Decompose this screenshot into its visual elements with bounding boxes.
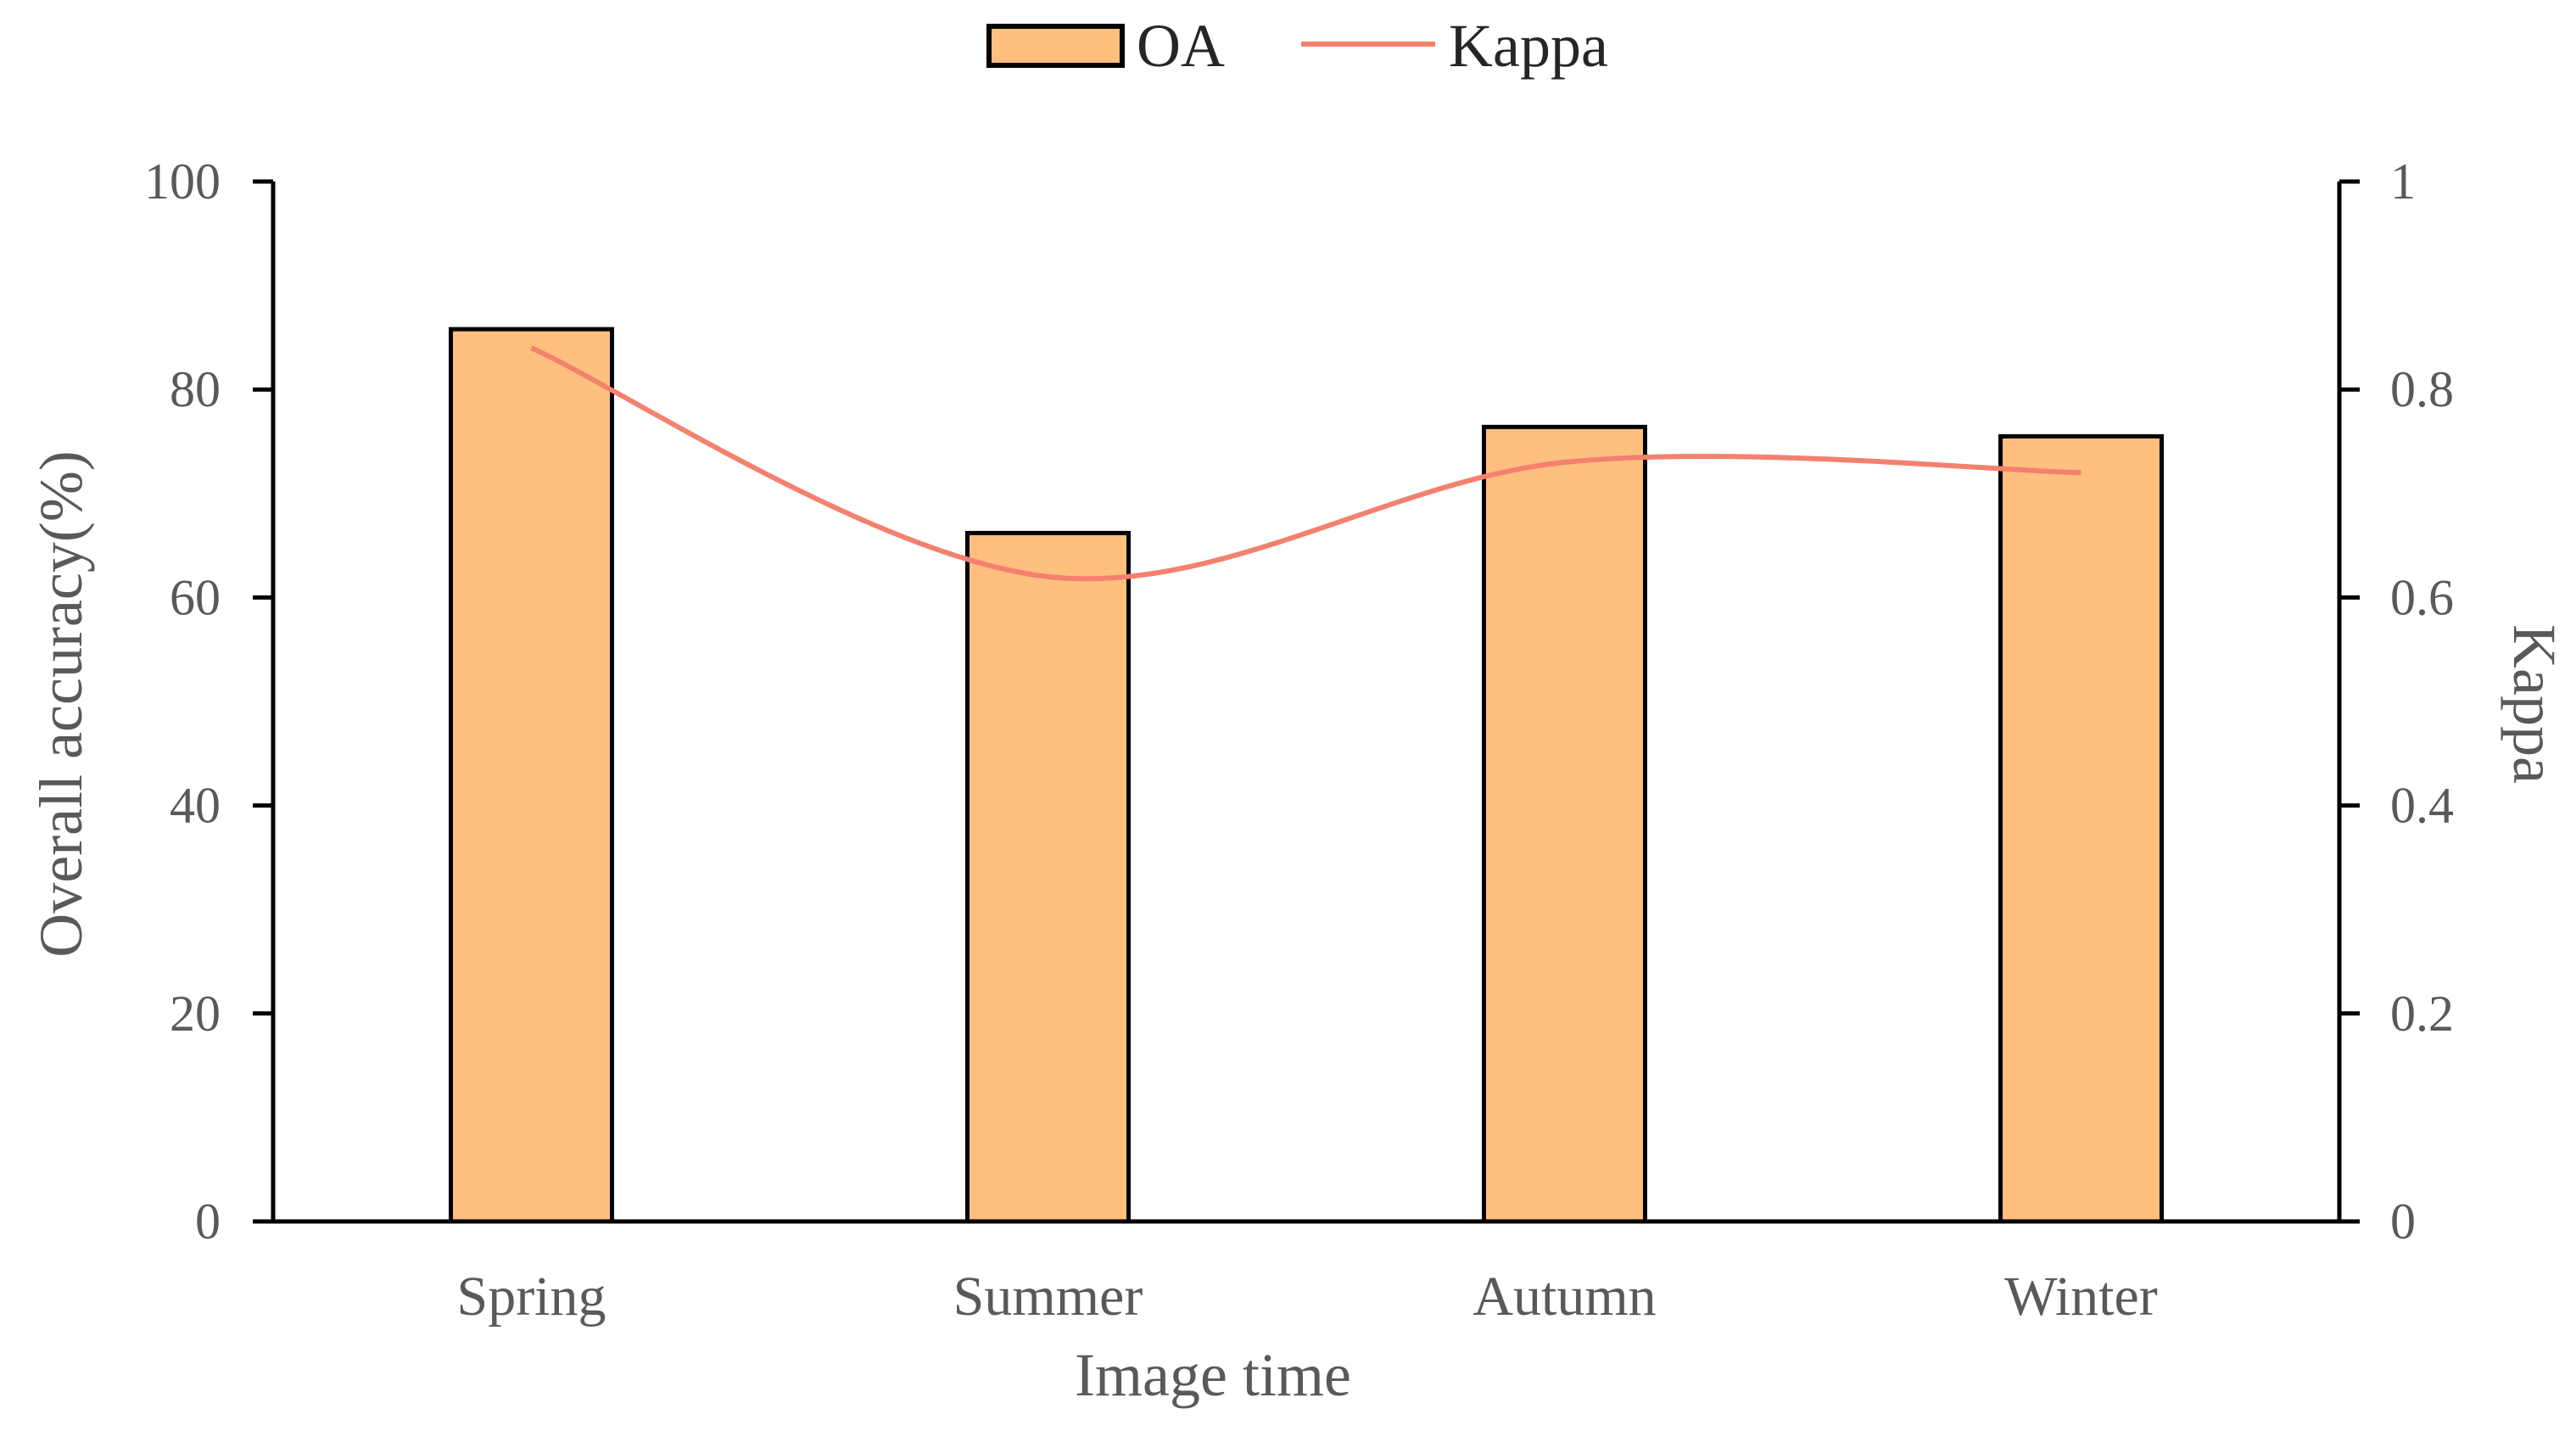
- x-tick-label-winter: Winter: [2004, 1266, 2158, 1327]
- y2-tick-label-0.4: 0.4: [2390, 778, 2454, 834]
- legend-oa-swatch: [986, 24, 1125, 68]
- y-tick-label-40: 40: [170, 778, 221, 834]
- legend: OA Kappa: [986, 12, 1608, 80]
- y2-tick-label-0.2: 0.2: [2390, 986, 2454, 1042]
- x-tick-label-summer: Summer: [953, 1266, 1143, 1327]
- y-tick-label-20: 20: [170, 986, 221, 1042]
- y2-tick-label-0.6: 0.6: [2390, 569, 2454, 625]
- legend-kappa-label: Kappa: [1449, 12, 1608, 80]
- line-layer: [530, 345, 2081, 582]
- y2-tick-label-0: 0: [2390, 1193, 2416, 1249]
- bar-summer: [965, 530, 1131, 1224]
- x-tick-label-spring: Spring: [456, 1266, 606, 1327]
- bar-spring: [449, 327, 614, 1224]
- y-tick-label-60: 60: [170, 569, 221, 625]
- y-tick-label-80: 80: [170, 361, 221, 417]
- y2-tick-label-1: 1: [2390, 154, 2416, 210]
- x-tick-label-autumn: Autumn: [1472, 1266, 1656, 1327]
- legend-oa-label: OA: [1137, 12, 1225, 80]
- bar-winter: [1998, 433, 2164, 1224]
- kappa-line: [530, 345, 2081, 582]
- y2-axis-title: Kappa: [2501, 624, 2568, 784]
- y2-tick-label-0.8: 0.8: [2390, 361, 2454, 417]
- axes-layer: [253, 179, 2360, 1224]
- bar-autumn: [1482, 424, 1647, 1224]
- y-tick-label-0: 0: [195, 1193, 221, 1249]
- y-tick-label-100: 100: [144, 154, 221, 210]
- labels-layer: 0 20 40 60 80 100 0 0.2 0.4 0.6 0.8 1 Spring Summer Au…: [144, 154, 2454, 1327]
- x-axis-title: Image time: [1075, 1341, 1351, 1409]
- y-axis-title: Overall accuracy(%): [27, 450, 95, 958]
